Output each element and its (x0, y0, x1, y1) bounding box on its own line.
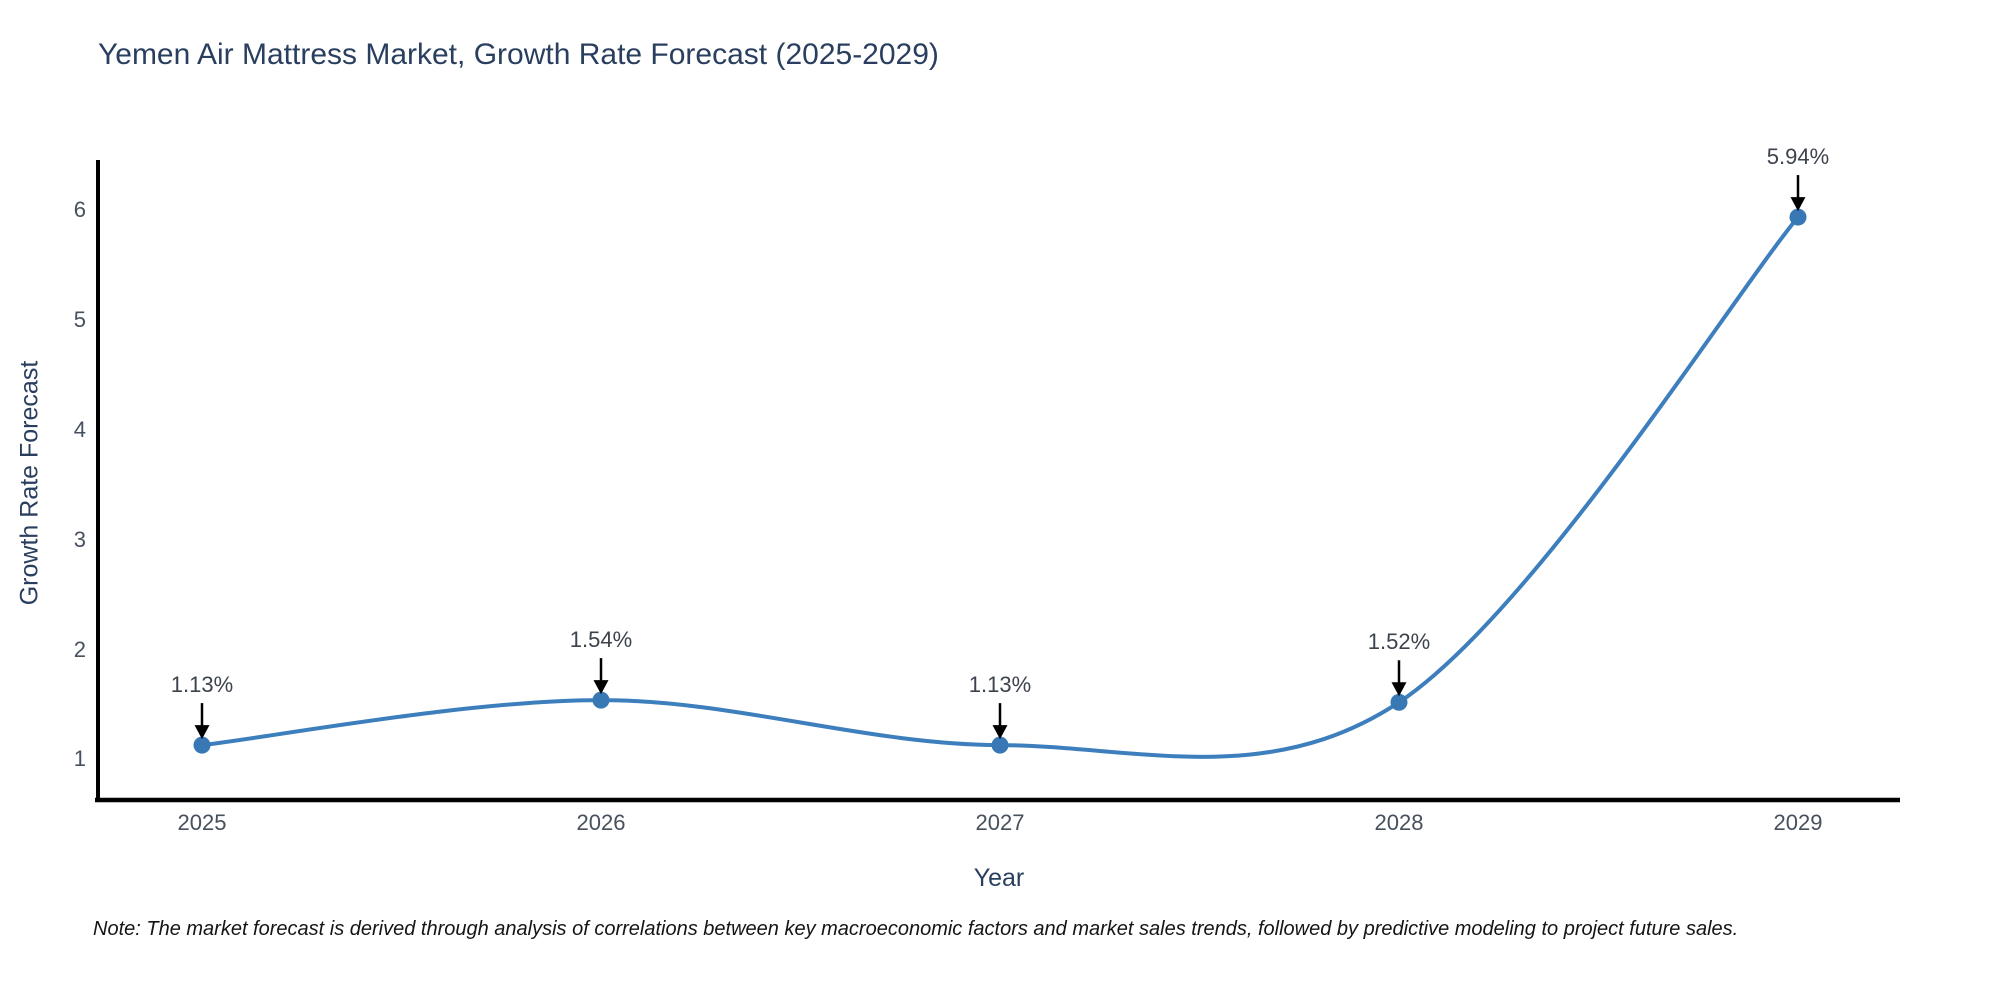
y-tick-label: 2 (73, 636, 86, 662)
annotation-arrowhead (1391, 682, 1407, 697)
data-point-marker (193, 736, 211, 754)
annotation-arrowhead (1790, 197, 1806, 212)
annotation-label: 1.13% (968, 672, 1032, 698)
y-tick-label: 3 (73, 526, 86, 552)
x-tick-label: 2029 (1773, 810, 1823, 835)
x-tick-label: 2027 (975, 810, 1025, 835)
y-tick-label: 4 (73, 417, 86, 443)
annotation-label: 1.54% (569, 627, 633, 653)
chart-title: Yemen Air Mattress Market, Growth Rate F… (98, 38, 939, 71)
footnote: Note: The market forecast is derived thr… (93, 918, 1739, 940)
data-point-marker (991, 736, 1009, 754)
x-tick-label: 2025 (177, 810, 227, 835)
data-point-marker (1390, 693, 1408, 711)
y-tick-label: 1 (73, 746, 86, 772)
y-tick-label: 6 (73, 197, 86, 223)
annotation-arrowhead (194, 725, 210, 740)
y-tick-label: 5 (73, 307, 86, 333)
annotation-label: 5.94% (1766, 144, 1830, 170)
x-axis-title: Year (973, 864, 1025, 892)
series-line (200, 215, 1800, 759)
x-tick-label: 2028 (1374, 810, 1424, 835)
data-point-marker (592, 691, 610, 709)
annotation-label: 1.13% (170, 672, 234, 698)
x-tick-label: 2026 (576, 810, 626, 835)
data-point-marker (1789, 208, 1807, 226)
annotation-arrowhead (992, 725, 1008, 740)
annotation-arrowhead (593, 680, 609, 695)
annotation-label: 1.52% (1367, 629, 1431, 655)
